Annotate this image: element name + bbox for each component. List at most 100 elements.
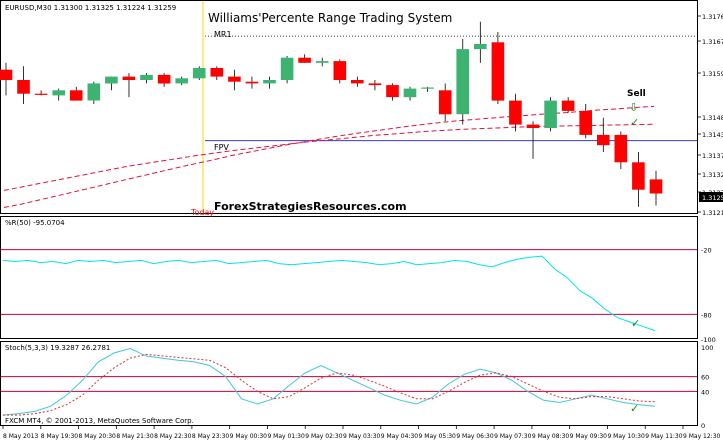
stoch-tick-label: 0 [701, 422, 705, 430]
time-tick-label: 9 May 06:30 [456, 433, 494, 440]
candle-body [438, 90, 452, 115]
candle-body [632, 162, 645, 190]
candle-body [544, 100, 557, 128]
wpr-tick-label: -80 [701, 311, 712, 319]
candle-body [315, 61, 329, 63]
time-axis: 8 May 2013 8 May 19:30 8 May 20:30 8 May 21… [2, 426, 721, 440]
time-tick-label: 8 May 21:30 [116, 433, 154, 440]
price-tick-label: 1.31215 [702, 209, 723, 217]
stoch-signal-line [3, 353, 656, 416]
candle-body [140, 74, 153, 80]
candle-body [333, 61, 347, 80]
candle-body [614, 134, 628, 163]
candle-body [456, 49, 469, 115]
wpr-tick-label: -100 [701, 336, 716, 344]
time-tick-label: 8 May 23:30 [192, 433, 230, 440]
mr1-label: MR1 [214, 30, 232, 39]
time-tick-label: 9 May 04:30 [381, 433, 419, 440]
candle-body [403, 88, 417, 98]
fpv-label: FPV [214, 143, 229, 152]
watermark: ForexStrategiesResources.com [214, 200, 407, 213]
candle-body [298, 57, 311, 63]
candle-body [649, 179, 663, 194]
price-tick-label: 1.31675 [702, 38, 723, 46]
time-tick-label: 9 May 12:30 [683, 433, 721, 440]
main-panel-frame [0, 0, 698, 214]
price-tick-label: 1.31485 [702, 114, 723, 122]
today-label: Today [190, 208, 214, 217]
candle-body [386, 85, 399, 98]
candle-body [351, 80, 364, 84]
time-tick-label: 8 May 22:30 [154, 433, 192, 440]
candle-body [526, 124, 540, 128]
price-tick-label: 1.31325 [702, 171, 723, 179]
time-tick-label: 9 May 05:30 [419, 433, 457, 440]
current-price-box [699, 192, 723, 202]
stoch-panel-frame [0, 341, 698, 426]
candle-body [597, 134, 610, 146]
candle-body [175, 78, 188, 84]
time-tick-label: 9 May 10:30 [607, 433, 645, 440]
stoch-footer: FXCM MT4, © 2001-2013, MetaQuotes Softwa… [5, 417, 194, 425]
time-tick-label: 9 May 08:30 [532, 433, 570, 440]
wpr-check-icon: ✓ [631, 317, 640, 330]
candle-body [579, 110, 592, 135]
candle-body [245, 81, 259, 84]
symbol-info: EURUSD,M30 1.31300 1.31325 1.31224 1.312… [5, 4, 176, 12]
price-tick-label: 1.31430 [702, 131, 723, 139]
price-tick-label: 1.31760 [702, 13, 723, 21]
candle-body [368, 83, 382, 86]
time-tick-label: 9 May 01:30 [267, 433, 305, 440]
candle-body [87, 83, 101, 101]
time-tick-label: 9 May 03:30 [343, 433, 381, 440]
stoch-main-line [2, 347, 656, 416]
stoch-label: Stoch(5,3,3) 19.3287 26.2781 [5, 344, 110, 352]
candle-body [210, 68, 224, 77]
price-tick-label: 1.31590 [702, 70, 723, 78]
time-tick-label: 9 May 02:30 [305, 433, 343, 440]
main-check-icon: ✓ [630, 116, 639, 129]
price-tick-label: 1.31375 [702, 152, 723, 160]
time-tick-label: 9 May 11:30 [645, 433, 683, 440]
sell-arrow-icon: ⇩ [629, 101, 638, 114]
stochastic-panel: 100 60 40 0 [1, 344, 713, 430]
stoch-tick-label: 100 [701, 344, 713, 352]
candle-body [561, 100, 575, 111]
candle-body [192, 68, 206, 79]
chart-title: Williams'Percente Range Trading System [208, 11, 452, 25]
candle-body [491, 42, 505, 101]
candle-body [17, 80, 30, 94]
candle-body [105, 76, 118, 84]
sell-label: Sell [627, 89, 646, 99]
main-price-panel: 1.31760 1.31675 1.31590 1.31485 1.31430 1.313… [0, 1, 723, 217]
stoch-tick-label: 40 [701, 388, 709, 396]
williams-r-panel: -20 -80 -100 [1, 247, 716, 344]
time-tick-label: 8 May 2013 [3, 433, 38, 440]
candle-body [52, 90, 65, 96]
current-price-label: 1.31259 [702, 194, 723, 202]
time-tick-label: 9 May 00:30 [230, 433, 268, 440]
stoch-tick-label: 60 [701, 374, 709, 382]
time-tick-label: 9 May 07:30 [494, 433, 532, 440]
candle-body [228, 76, 241, 82]
stoch-check-icon: ✓ [630, 402, 639, 415]
wpr-label: %R(50) -95.0704 [5, 219, 65, 227]
time-tick-label: 8 May 19:30 [41, 433, 79, 440]
wpr-tick-label: -20 [701, 247, 712, 255]
candle-body [0, 69, 13, 80]
candle-body [34, 93, 48, 95]
time-tick-label: 8 May 20:30 [79, 433, 117, 440]
time-tick-label: 9 May 09:30 [570, 433, 608, 440]
wpr-line [2, 255, 656, 332]
candle-body [122, 76, 136, 80]
candle-body [69, 90, 83, 101]
candle-body [157, 74, 171, 84]
candle-body [474, 44, 487, 50]
wpr-panel-frame [0, 216, 698, 339]
candle-body [421, 87, 434, 89]
candle-body [280, 57, 294, 80]
candle-body [509, 100, 522, 125]
candle-body [263, 80, 276, 84]
